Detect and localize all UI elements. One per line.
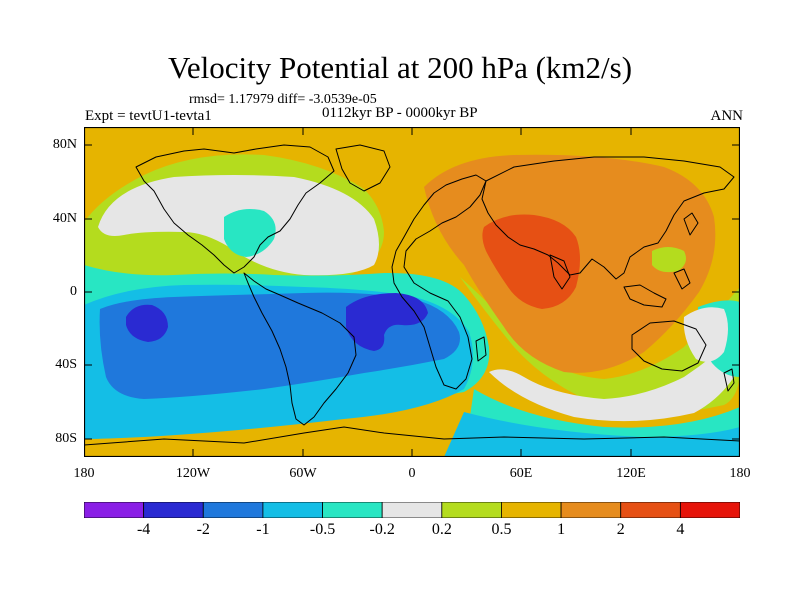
colorbar-swatch [322, 502, 383, 518]
lon-label-180w: 180 [73, 466, 95, 481]
experiment-label: Expt = tevtU1-tevta1 [85, 108, 212, 124]
lon-label-60e: 60E [509, 466, 533, 481]
season-label: ANN [710, 108, 744, 124]
colorbar-label: 2 [616, 521, 625, 538]
field-band-neg-2-pacific [126, 304, 168, 342]
colorbar-label: -4 [136, 521, 151, 538]
colorbar-swatch [620, 502, 681, 518]
field-band-near-zero-dateline [683, 307, 728, 362]
colorbar-swatch [262, 502, 323, 518]
colorbar-swatch [441, 502, 502, 518]
lat-label-80n: 80N [52, 137, 77, 152]
field-band-2-4-core [482, 214, 580, 309]
lat-label-40n: 40N [52, 211, 77, 226]
field-band-0.2-0.5-east [460, 277, 740, 413]
colorbar-swatch [381, 502, 443, 518]
lon-label-120w: 120W [175, 466, 211, 481]
colorbar-label: 0.5 [491, 521, 512, 538]
lat-label-0: 0 [70, 284, 77, 299]
lon-label-120e: 120E [616, 466, 646, 481]
colorbar-label: 0.2 [431, 521, 452, 538]
colorbar-swatch [143, 502, 204, 518]
lon-label-0: 0 [408, 466, 416, 481]
colorbar-label: -0.2 [369, 521, 395, 538]
field-band-neg-0.5-south [444, 412, 740, 457]
colorbar-swatch [679, 502, 740, 518]
colorbar-swatch [202, 502, 264, 518]
field-band-near-zero-east [489, 332, 740, 422]
lon-label-60w: 60W [289, 466, 317, 481]
field-band-neg-2-atlantic [346, 293, 428, 351]
field-band-0.2-neg-caribbean [224, 209, 276, 257]
colorbar-label: -2 [196, 521, 210, 538]
colorbar-label: -0.5 [309, 521, 336, 538]
coastlines [84, 144, 740, 446]
stats-label: rmsd= 1.17979 diff= -3.0539e-05 [189, 92, 377, 107]
colorbar [84, 502, 740, 518]
lat-label-40s: 40S [55, 357, 77, 372]
lat-label-80s: 80S [55, 431, 77, 446]
colorbar-swatch [84, 502, 145, 518]
plot-title: Velocity Potential at 200 hPa (km2/s) [167, 50, 633, 85]
field-band-0.2-0.5-philippines [652, 247, 686, 273]
colorbar-label: -1 [256, 521, 270, 538]
velocity-potential-map [84, 127, 740, 457]
period-label: 0112kyr BP - 0000kyr BP [322, 105, 478, 121]
colorbar-label: 1 [557, 521, 566, 538]
colorbar-swatch [560, 502, 622, 518]
colorbar-label: 4 [676, 521, 685, 538]
field-band-0.5-1-arctic [84, 127, 740, 145]
lon-label-180e: 180 [729, 466, 751, 481]
colorbar-swatch [501, 502, 562, 518]
